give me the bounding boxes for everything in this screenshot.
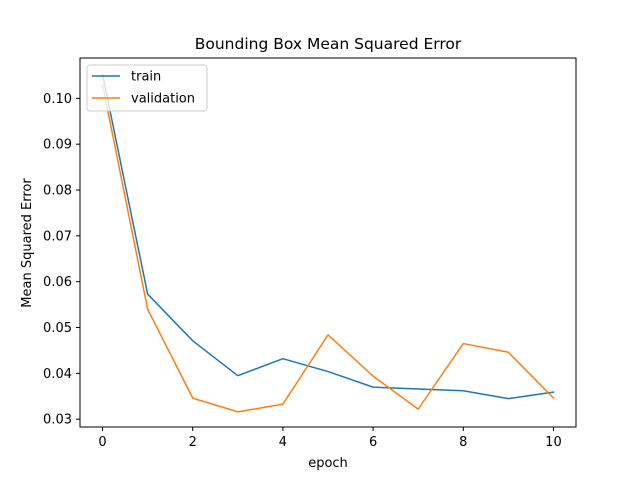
y-tick-label: 0.08 (43, 184, 72, 199)
legend-label-validation: validation (131, 92, 195, 107)
plot-area (101, 73, 555, 413)
y-tick-label: 0.09 (43, 138, 72, 153)
x-tick-label: 8 (459, 435, 467, 450)
y-tick-label: 0.04 (43, 367, 72, 382)
y-axis: 0.03 0.04 0.05 0.06 0.07 0.08 0.09 0.10 (43, 92, 80, 428)
x-tick-label: 6 (369, 435, 377, 450)
y-tick-label: 0.10 (43, 92, 72, 107)
y-tick-label: 0.05 (43, 321, 72, 336)
plot-frame (79, 57, 577, 428)
x-tick-label: 0 (98, 435, 106, 450)
x-tick-label: 10 (545, 435, 562, 450)
x-axis-title: epoch (308, 456, 348, 471)
series-line-train (101, 73, 555, 400)
series-line-validation (101, 83, 555, 413)
legend-label-train: train (131, 70, 161, 85)
chart-title: Bounding Box Mean Squared Error (195, 35, 462, 53)
legend: train validation (86, 64, 208, 112)
x-tick-label: 2 (189, 435, 197, 450)
x-axis: 0 2 4 6 8 10 (98, 427, 562, 450)
y-tick-label: 0.06 (43, 275, 72, 290)
y-tick-label: 0.07 (43, 229, 72, 244)
y-tick-label: 0.03 (43, 413, 72, 428)
y-axis-title: Mean Squared Error (20, 178, 35, 308)
x-tick-label: 4 (279, 435, 287, 450)
